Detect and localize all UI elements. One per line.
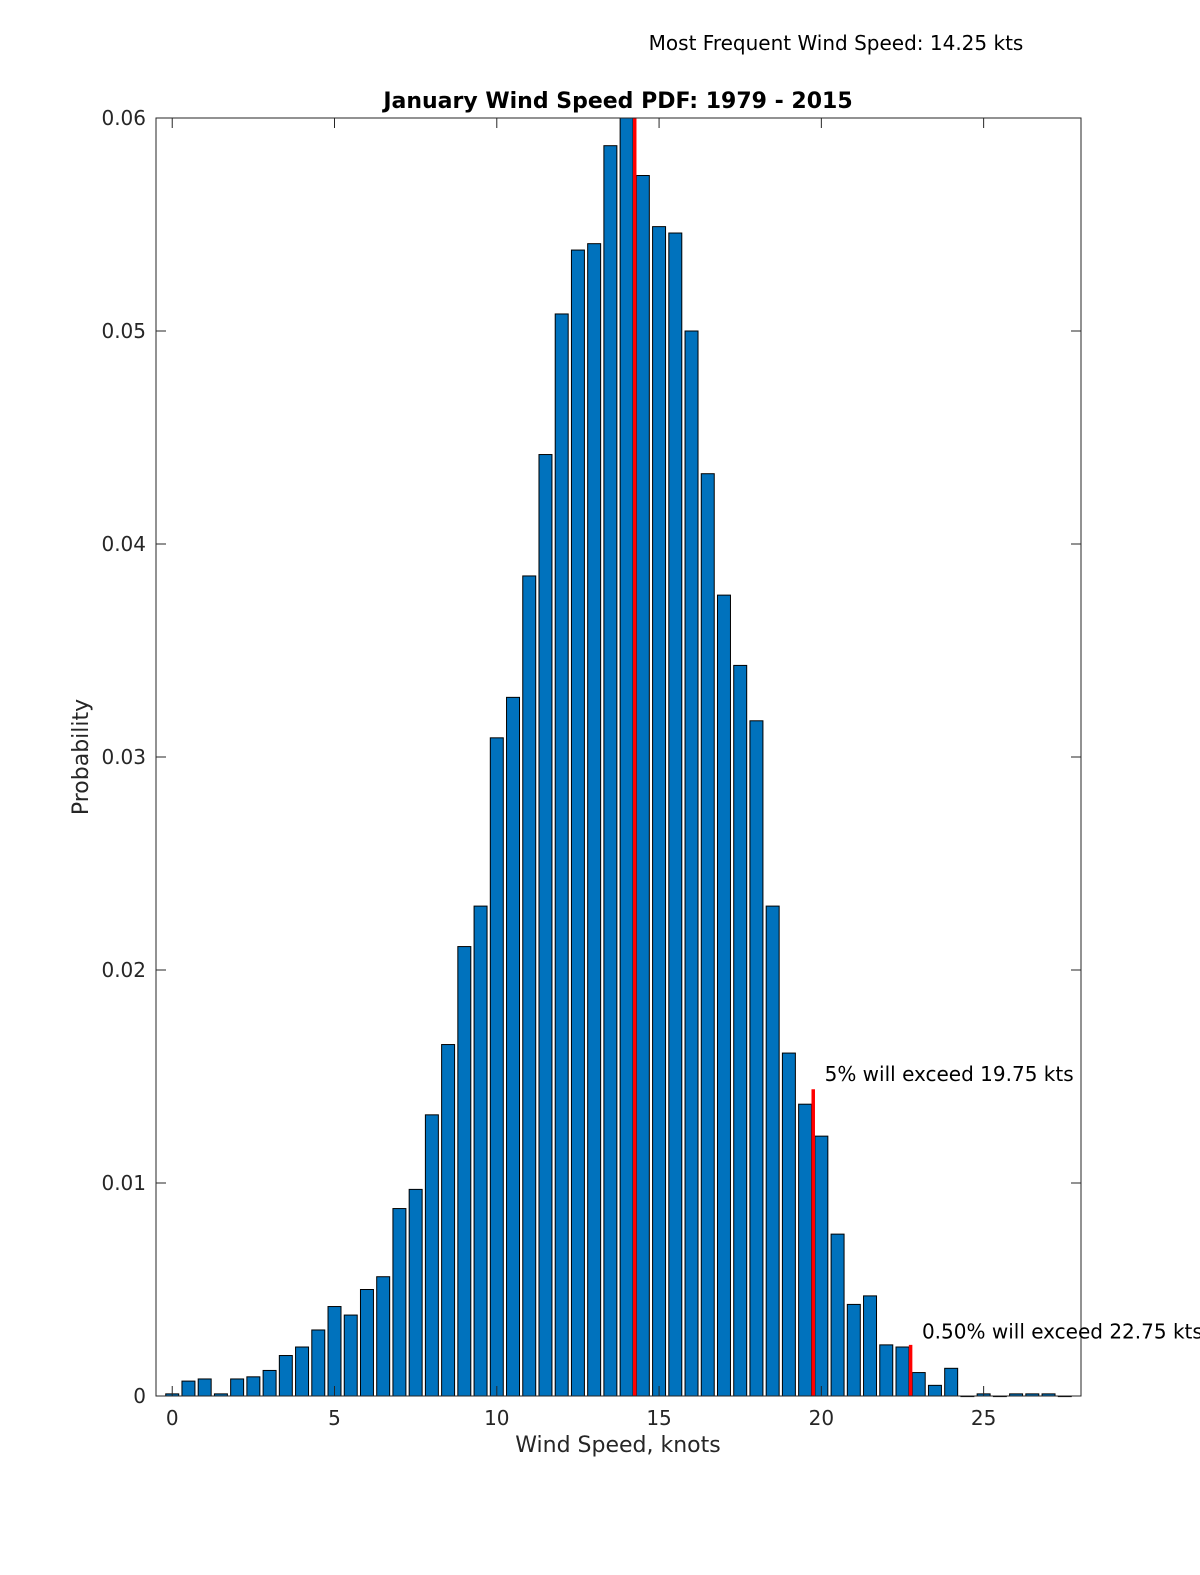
x-axis-label: Wind Speed, knots: [515, 1433, 720, 1458]
bar: [830, 1233, 845, 1397]
bar: [376, 1276, 391, 1397]
bar: [457, 946, 472, 1397]
reference-lines-layer: [632, 118, 913, 1396]
bar: [197, 1378, 212, 1397]
bar: [927, 1384, 942, 1397]
bar: [798, 1103, 813, 1397]
bar: [846, 1303, 861, 1397]
x-tick-label: 5: [328, 1406, 341, 1430]
bars-layer: [165, 117, 1072, 1398]
y-axis-label: Probability: [69, 699, 94, 815]
bar: [343, 1314, 358, 1397]
x-tick-label: 25: [971, 1406, 996, 1430]
bar: [278, 1355, 293, 1397]
x-tick-label: 0: [166, 1406, 179, 1430]
bar: [603, 145, 618, 1397]
x-tick-label: 20: [809, 1406, 834, 1430]
bar: [749, 720, 764, 1397]
x-tick-label: 15: [646, 1406, 671, 1430]
y-tick-label: 0.04: [101, 532, 146, 556]
bar: [489, 737, 504, 1397]
bar: [587, 243, 602, 1397]
bar: [652, 226, 667, 1397]
y-tick-label: 0.05: [101, 319, 146, 343]
bar: [635, 175, 650, 1397]
bar: [700, 473, 715, 1397]
bar: [863, 1295, 878, 1397]
bar: [570, 249, 585, 1397]
bar: [522, 575, 537, 1397]
bar: [911, 1372, 926, 1397]
bar: [895, 1346, 910, 1397]
bar: [311, 1329, 326, 1397]
y-tick-label: 0.03: [101, 745, 146, 769]
bar: [781, 1052, 796, 1397]
bar: [506, 696, 521, 1397]
bar: [619, 117, 634, 1397]
bar: [181, 1380, 196, 1397]
bar: [424, 1114, 439, 1397]
bar: [814, 1135, 829, 1397]
bar: [538, 454, 553, 1397]
bar: [408, 1188, 423, 1397]
bar: [765, 905, 780, 1397]
exceed-0-5pct-annotation: 0.50% will exceed 22.75 kts: [922, 1319, 1200, 1343]
bar: [879, 1344, 894, 1397]
most-frequent-annotation: Most Frequent Wind Speed: 14.25 kts: [649, 31, 1024, 55]
bar: [473, 905, 488, 1397]
ticks-layer: 0 5 10 15 20 25 0 0.01 0.02 0.03 0.04 0.05 0.06: [101, 106, 1081, 1430]
axes-layer: [155, 117, 1082, 1397]
bar: [230, 1378, 245, 1397]
bar: [684, 330, 699, 1397]
bar: [944, 1367, 959, 1397]
bar: [733, 664, 748, 1397]
y-tick-label: 0.02: [101, 958, 146, 982]
bar: [295, 1346, 310, 1397]
bar: [554, 313, 569, 1397]
x-tick-label: 10: [484, 1406, 509, 1430]
bar: [327, 1306, 342, 1397]
chart-title: January Wind Speed PDF: 1979 - 2015: [381, 89, 852, 114]
y-tick-label: 0.01: [101, 1171, 146, 1195]
bar: [246, 1376, 261, 1397]
plot-box: [155, 117, 1082, 1397]
bar: [392, 1208, 407, 1397]
bar: [441, 1044, 456, 1397]
exceed-5pct-annotation: 5% will exceed 19.75 kts: [825, 1062, 1074, 1086]
bar: [716, 594, 731, 1397]
y-tick-label: 0: [133, 1384, 146, 1408]
bar: [262, 1369, 277, 1397]
y-tick-label: 0.06: [101, 106, 146, 130]
bar: [668, 232, 683, 1397]
bar: [359, 1289, 374, 1397]
